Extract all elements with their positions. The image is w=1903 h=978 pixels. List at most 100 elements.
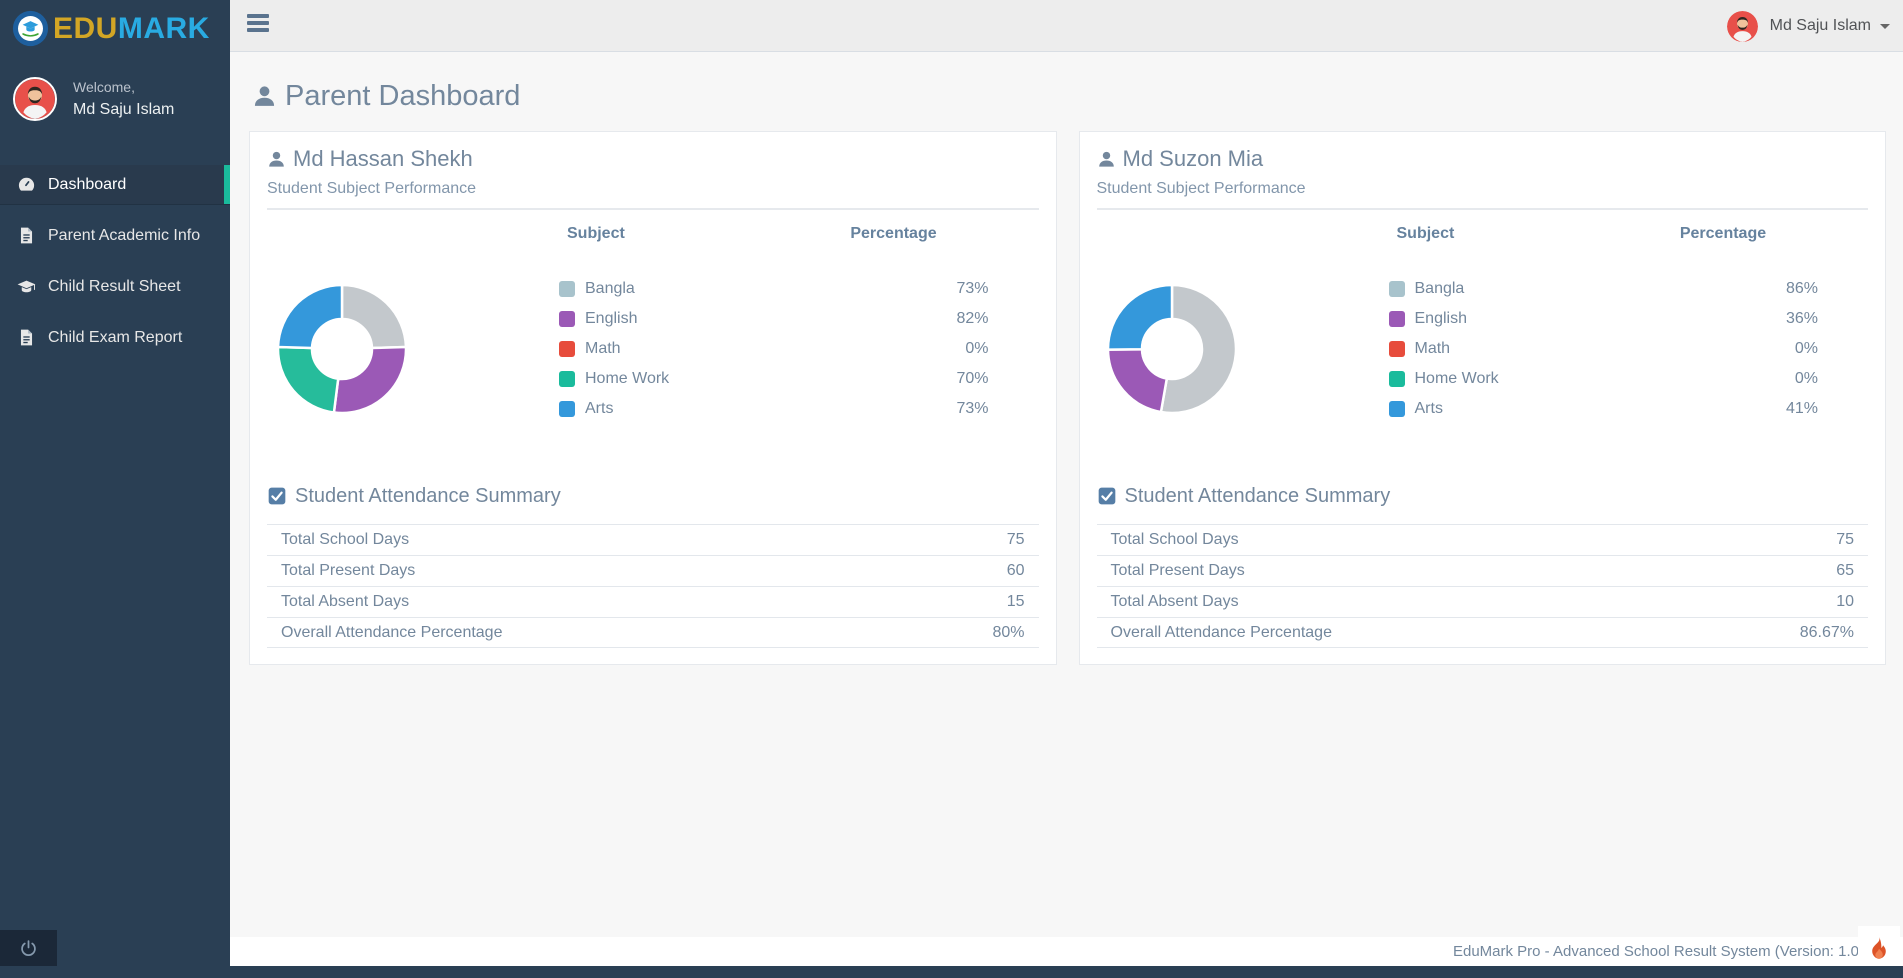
table-header-row: Subject Percentage <box>559 222 1039 246</box>
student-card-md-hassan-shekh: Md Hassan Shekh Student Subject Performa… <box>249 131 1057 665</box>
attendance-summary-title: Student Attendance Summary <box>267 482 1039 510</box>
subject-performance-donut-chart <box>276 283 408 415</box>
subject-performance-section: Subject Percentage Bangla 86% English 36… <box>1097 222 1869 424</box>
legend-swatch <box>559 401 575 417</box>
table-row: Home Work 70% <box>559 364 1039 394</box>
power-icon <box>21 939 36 956</box>
welcome-label: Welcome, <box>73 79 135 95</box>
student-card-header: Md Suzon Mia <box>1097 146 1869 172</box>
subject-label: Math <box>1414 340 1451 357</box>
attendance-label: Overall Attendance Percentage <box>1110 623 1332 641</box>
subject-label: Bangla <box>1414 280 1465 297</box>
attendance-value: 15 <box>1006 593 1025 610</box>
table-row: Arts 41% <box>1388 394 1869 424</box>
graduation-cap-icon <box>17 277 39 297</box>
avatar <box>1726 10 1758 42</box>
attendance-label: Total Absent Days <box>1110 593 1239 610</box>
profile-text: Welcome, Md Saju Islam <box>73 79 174 119</box>
subject-label: Arts <box>585 400 614 417</box>
subject-percentage: 86% <box>1785 280 1818 297</box>
sidebar-item-label: Dashboard <box>48 175 127 193</box>
attendance-summary-section: Student Attendance Summary Total School … <box>1096 482 1869 648</box>
legend-swatch <box>559 371 575 387</box>
attendance-summary-title: Student Attendance Summary <box>1097 482 1869 510</box>
sidebar-toggle-button[interactable] <box>247 14 269 38</box>
sidebar-item-label: Parent Academic Info <box>48 226 201 244</box>
percentage-column-header: Percentage <box>850 225 937 242</box>
table-row: Total Absent Days 15 <box>267 586 1039 617</box>
logout-power-button[interactable] <box>0 930 57 966</box>
footer-text: EduMark Pro - Advanced School Result Sys… <box>1452 943 1859 960</box>
section-subtitle: Student Subject Performance <box>1096 180 1868 210</box>
subject-percentage: 0% <box>1794 370 1818 387</box>
codeigniter-flame-badge <box>1858 926 1900 966</box>
table-header-row: Subject Percentage <box>1389 222 1869 246</box>
attendance-label: Total Absent Days <box>281 593 410 610</box>
attendance-value: 86.67% <box>1799 623 1854 641</box>
legend-swatch <box>559 341 575 357</box>
check-square-icon <box>1098 487 1115 505</box>
person-icon <box>254 86 275 106</box>
avatar-illustration-icon <box>15 79 55 119</box>
subject-percentage: 0% <box>965 340 989 357</box>
student-card-header: Md Hassan Shekh <box>267 146 1039 172</box>
avatar-illustration-icon <box>1726 10 1758 42</box>
legend-swatch <box>559 281 575 297</box>
logo-part-mark: MARK <box>117 11 210 45</box>
table-row: Bangla 73% <box>559 274 1039 304</box>
attendance-value: 75 <box>1836 531 1854 548</box>
attendance-title-text: Student Attendance Summary <box>295 484 561 507</box>
sidebar-item-dashboard[interactable]: Dashboard <box>0 165 230 204</box>
sidebar-item-child-result-sheet[interactable]: Child Result Sheet <box>0 267 230 306</box>
table-row: Total Present Days 65 <box>1096 555 1868 586</box>
subject-label: English <box>1414 310 1467 327</box>
subject-performance-table: Subject Percentage Bangla 86% English 36… <box>1388 222 1869 424</box>
student-name: Md Suzon Mia <box>1122 146 1264 171</box>
legend-swatch <box>1388 401 1405 417</box>
section-subtitle: Student Subject Performance <box>267 180 1039 210</box>
legend-swatch <box>1388 371 1405 387</box>
edumark-emblem-icon <box>12 10 49 47</box>
subject-percentage: 41% <box>1785 400 1818 417</box>
attendance-value: 80% <box>992 623 1025 641</box>
page-bottom-strip <box>0 966 1903 978</box>
user-menu[interactable]: Md Saju Islam <box>1726 0 1890 52</box>
person-icon <box>1098 151 1114 167</box>
person-icon <box>269 151 284 167</box>
table-row: Total Present Days 60 <box>267 555 1039 586</box>
subject-percentage: 0% <box>1794 340 1818 357</box>
table-body: Bangla 86% English 36% Math 0% <box>1388 274 1869 424</box>
subject-label: Home Work <box>585 370 670 387</box>
brand-logo[interactable]: EDUMARK <box>0 0 230 57</box>
table-row: Total School Days 75 <box>267 524 1039 555</box>
attendance-table: Total School Days 75 Total Present Days … <box>267 524 1039 648</box>
page-title: Parent Dashboard <box>252 80 1903 113</box>
footer: EduMark Pro - Advanced School Result Sys… <box>230 937 1903 966</box>
sidebar-item-child-exam-report[interactable]: Child Exam Report <box>0 318 230 357</box>
avatar <box>13 77 57 121</box>
document-icon <box>17 226 39 246</box>
student-card-md-suzon-mia: Md Suzon Mia Student Subject Performance… <box>1078 131 1886 665</box>
legend-swatch <box>1388 341 1405 357</box>
page-title-text: Parent Dashboard <box>285 80 521 112</box>
donut-chart-container <box>267 222 559 424</box>
subject-performance-donut-chart <box>1106 283 1237 415</box>
subject-label: English <box>585 310 638 327</box>
document-icon <box>17 328 39 348</box>
donut-chart-container <box>1097 222 1389 424</box>
subject-label: Bangla <box>585 280 635 297</box>
subject-performance-table: Subject Percentage Bangla 73% English 82… <box>559 222 1039 424</box>
subject-label: Math <box>585 340 621 357</box>
subject-percentage: 82% <box>956 310 989 327</box>
sidebar-user-name: Md Saju Islam <box>73 101 175 118</box>
sidebar-item-parent-academic-info[interactable]: Parent Academic Info <box>0 216 230 255</box>
table-row: Overall Attendance Percentage 86.67% <box>1096 617 1868 648</box>
attendance-value: 10 <box>1836 593 1854 610</box>
legend-swatch <box>1388 311 1405 327</box>
table-row: Bangla 86% <box>1388 274 1869 304</box>
flame-icon <box>1872 937 1886 959</box>
subject-label: Arts <box>1414 400 1443 417</box>
table-row: Arts 73% <box>559 394 1039 424</box>
student-name: Md Hassan Shekh <box>293 146 473 171</box>
main-content: Parent Dashboard Md Hassan Shekh Student… <box>230 52 1903 966</box>
